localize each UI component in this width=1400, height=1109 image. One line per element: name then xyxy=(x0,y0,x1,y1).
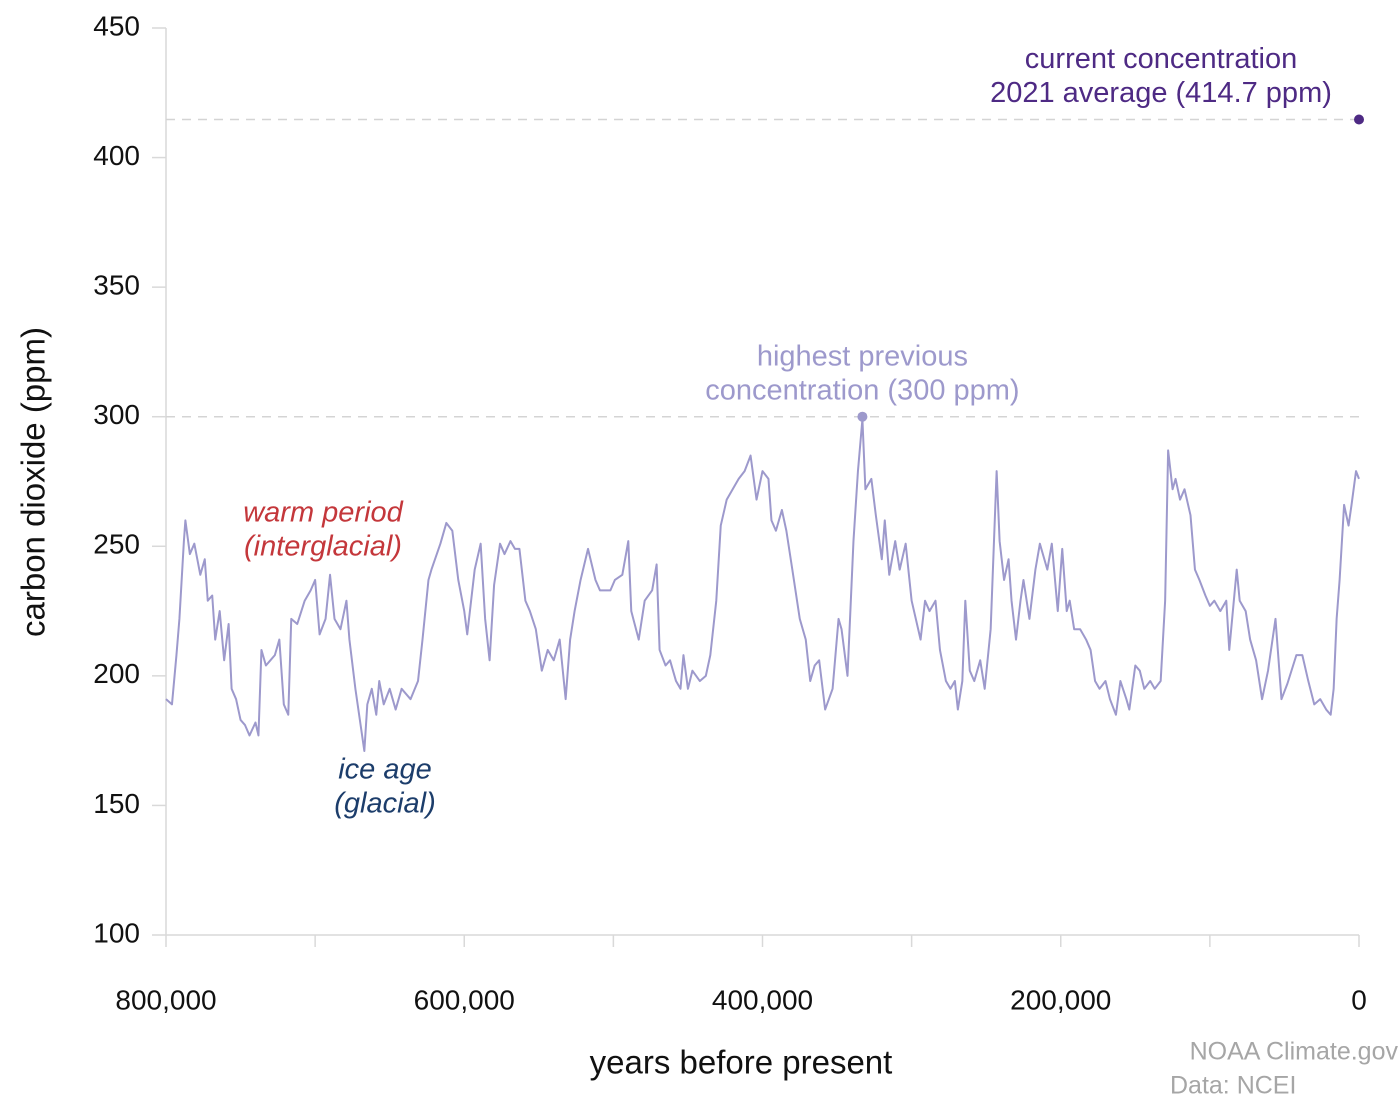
annotation-text: current concentration xyxy=(1025,43,1297,75)
note-text: warm period xyxy=(243,497,403,529)
y-tick-label: 300 xyxy=(93,399,140,430)
x-tick-label: 800,000 xyxy=(115,984,216,1015)
y-tick-label: 100 xyxy=(93,917,140,948)
x-tick-label: 0 xyxy=(1351,984,1367,1015)
y-tick-label: 400 xyxy=(93,140,140,171)
x-tick-label: 600,000 xyxy=(414,984,515,1015)
y-tick-label: 250 xyxy=(93,529,140,560)
annotation-point xyxy=(857,411,868,422)
source-text: Data: NCEI xyxy=(1170,1072,1296,1100)
annotation-text: concentration (300 ppm) xyxy=(705,374,1019,406)
note-text: (interglacial) xyxy=(244,531,402,563)
note-text: ice age xyxy=(338,754,432,786)
x-tick-label: 200,000 xyxy=(1010,984,1111,1015)
series-line xyxy=(165,418,1360,753)
y-tick-label: 350 xyxy=(93,270,140,301)
x-tick-label: 400,000 xyxy=(712,984,813,1015)
y-axis-title: carbon dioxide (ppm) xyxy=(15,327,52,637)
annotation-text: highest previous xyxy=(757,340,968,372)
y-tick-label: 200 xyxy=(93,658,140,689)
annotation-text: 2021 average (414.7 ppm) xyxy=(990,77,1332,109)
y-tick-label: 150 xyxy=(93,788,140,819)
y-tick-label: 450 xyxy=(93,10,140,41)
annotation-point xyxy=(1354,114,1364,125)
note-text: (glacial) xyxy=(334,788,436,820)
x-axis-title: years before present xyxy=(590,1044,893,1081)
source-text: NOAA Climate.gov xyxy=(1190,1038,1399,1066)
